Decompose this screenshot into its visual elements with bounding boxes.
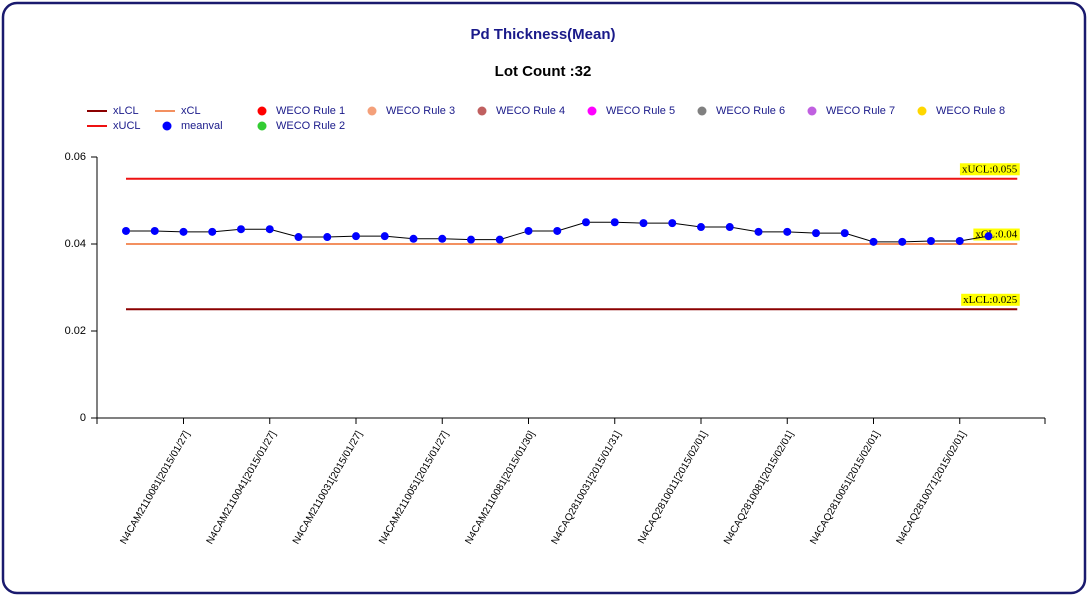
data-point	[208, 227, 217, 236]
legend-dot	[477, 106, 487, 116]
limit-label: xUCL:0.055	[962, 163, 1018, 175]
chart-title: Pd Thickness(Mean)	[470, 26, 615, 43]
legend-label: xUCL	[113, 120, 141, 132]
data-point	[754, 227, 763, 236]
data-point	[955, 236, 964, 245]
data-point	[265, 225, 274, 234]
data-point	[323, 233, 332, 242]
limit-label-bg	[961, 293, 1020, 306]
data-point	[725, 223, 734, 232]
legend-label: xCL	[181, 105, 201, 117]
data-point	[150, 226, 159, 235]
data-point	[467, 235, 475, 244]
legend-dot	[587, 106, 597, 116]
legend-label: WECO Rule 8	[936, 105, 1005, 117]
data-point	[380, 232, 389, 241]
data-point	[122, 226, 130, 235]
data-point	[898, 237, 907, 246]
data-point	[639, 219, 648, 228]
data-point	[812, 229, 820, 238]
data-point	[840, 229, 849, 238]
legend-label: WECO Rule 3	[386, 105, 455, 117]
chart-subtitle: Lot Count :32	[495, 63, 592, 80]
limit-label: xCL:0.04	[975, 229, 1017, 241]
legend-dot	[697, 106, 707, 116]
data-point	[927, 236, 935, 245]
data-point	[582, 218, 590, 227]
legend-label: WECO Rule 1	[276, 105, 345, 117]
data-point	[352, 232, 360, 241]
legend-dot	[257, 121, 267, 131]
legend-label: WECO Rule 5	[606, 105, 675, 117]
legend-dot	[807, 106, 817, 116]
legend-label: WECO Rule 4	[496, 105, 565, 117]
legend-dot	[162, 121, 172, 131]
data-point	[984, 232, 993, 241]
data-point	[495, 235, 504, 244]
legend-label: WECO Rule 2	[276, 120, 345, 132]
data-point	[610, 218, 619, 227]
legend-dot	[367, 106, 377, 116]
y-tick-label: 0.02	[65, 325, 86, 337]
y-tick-label: 0.04	[65, 238, 86, 250]
data-point	[179, 227, 188, 236]
legend-label: meanval	[181, 120, 223, 132]
data-point	[869, 237, 878, 246]
data-point	[524, 226, 533, 235]
data-point	[294, 233, 303, 242]
data-point	[668, 219, 677, 228]
limit-label: xLCL:0.025	[963, 294, 1018, 306]
legend-label: WECO Rule 6	[716, 105, 785, 117]
data-point	[553, 226, 562, 235]
legend-label: xLCL	[113, 105, 139, 117]
y-tick-label: 0	[80, 412, 86, 424]
data-point	[237, 225, 245, 234]
data-point	[697, 223, 705, 232]
limit-label-bg	[959, 163, 1020, 176]
data-point	[409, 234, 418, 243]
y-tick-label: 0.06	[65, 151, 86, 163]
data-point	[783, 227, 792, 236]
legend-label: WECO Rule 7	[826, 105, 895, 117]
data-point	[438, 234, 447, 243]
legend-dot	[917, 106, 927, 116]
legend-dot	[257, 106, 267, 116]
